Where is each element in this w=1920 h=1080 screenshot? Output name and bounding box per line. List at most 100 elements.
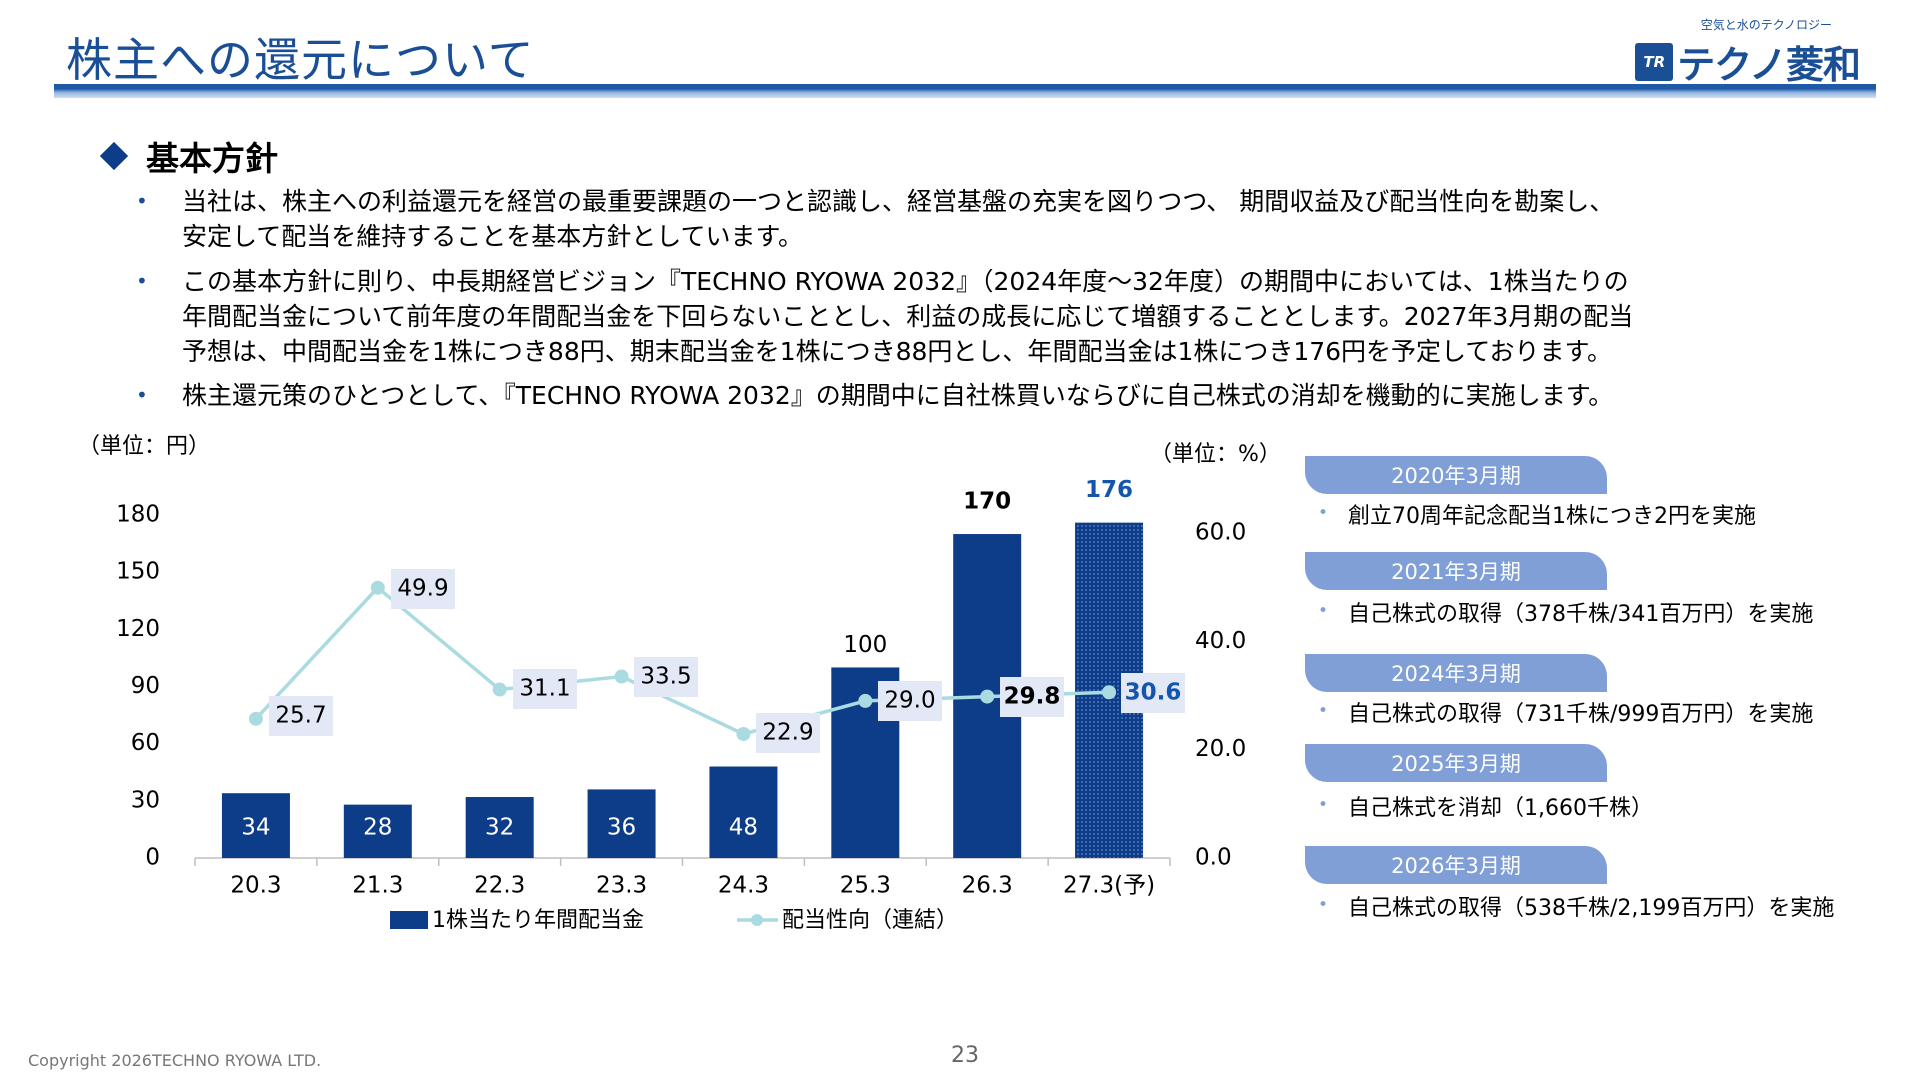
x-tick-label: 23.3 — [596, 873, 647, 899]
payout-ratio-point — [1102, 685, 1117, 700]
dividend-bar — [587, 789, 656, 858]
dividend-bar — [709, 766, 778, 858]
payout-label-box — [634, 657, 698, 697]
payout-value-label: 29.8 — [1004, 684, 1061, 710]
page-number: 23 — [951, 1043, 979, 1068]
event-item-text: 自己株式の取得（538千株/2,199百万円）を実施 — [1348, 896, 1835, 921]
bullet-dot-icon: • — [136, 189, 148, 213]
event-period-label: 2020年3月期 — [1305, 456, 1607, 494]
policy-bullet-text: 株主還元策のひとつとして、『TECHNO RYOWA 2032』の期間中に自社株… — [182, 381, 1614, 410]
bullet-dot-icon: • — [1318, 503, 1329, 523]
section-heading: 基本方針 — [99, 132, 278, 180]
policy-bullet-text: この基本方針に則り、中長期経営ビジョン『TECHNO RYOWA 2032』（2… — [182, 267, 1634, 366]
dividend-bar — [465, 797, 534, 858]
y-right-tick-label: 0.0 — [1195, 845, 1232, 871]
bar-value-label: 36 — [607, 815, 636, 841]
payout-label-box — [1000, 677, 1064, 717]
event-period-label: 2024年3月期 — [1305, 654, 1607, 692]
chart-axes: 20.3 21.3 22.3 23.3 24.3 25.3 26.3 27.3(予) 0 30 60… — [116, 502, 1246, 899]
unit-label-left: （単位：円） — [78, 434, 211, 459]
payout-ratio-point — [980, 689, 995, 704]
event-item-text: 自己株式の取得（378千株/341百万円）を実施 — [1348, 602, 1814, 627]
bar-value-label: 32 — [485, 815, 514, 841]
bar-value-label: 170 — [963, 489, 1011, 515]
payout-label-box — [878, 681, 942, 721]
legend-line-marker — [751, 914, 763, 926]
event-item: • 自己株式の取得（378千株/341百万円）を実施 — [1318, 596, 1813, 628]
company-logo: TR テクノ菱和 — [1635, 34, 1861, 89]
chart-legend: 1株当たり年間配当金 配当性向（連結） — [390, 908, 958, 933]
x-tick-label: 21.3 — [352, 873, 403, 899]
y-left-tick-label: 150 — [116, 559, 160, 585]
y-left-tick-label: 0 — [145, 845, 160, 871]
payout-label-box — [391, 569, 455, 609]
event-item-text: 創立70周年記念配当1株につき2円を実施 — [1348, 504, 1756, 529]
bar-value-label: 34 — [241, 815, 270, 841]
y-left-tick-label: 180 — [116, 502, 160, 528]
dividend-bar — [343, 804, 412, 858]
payout-ratio-point — [858, 693, 873, 708]
y-left-tick-label: 120 — [116, 616, 160, 642]
payout-label-box — [756, 713, 820, 753]
section-title: 基本方針 — [146, 139, 278, 178]
event-item: • 自己株式の取得（538千株/2,199百万円）を実施 — [1318, 890, 1834, 922]
event-item-text: 自己株式の取得（731千株/999百万円）を実施 — [1348, 702, 1814, 727]
bullet-dot-icon: • — [1318, 601, 1329, 621]
dividend-chart: 20.3 21.3 22.3 23.3 24.3 25.3 26.3 27.3(予) 0 30 60… — [116, 477, 1246, 933]
payout-value-label: 31.1 — [519, 676, 570, 702]
logo-text: テクノ菱和 — [1677, 43, 1861, 87]
payout-value-label: 22.9 — [762, 720, 813, 746]
y-left-tick-label: 60 — [131, 730, 160, 756]
y-right-tick-label: 60.0 — [1195, 520, 1246, 546]
payout-label-box — [1121, 673, 1185, 713]
event-item: • 自己株式を消却（1,660千株） — [1318, 790, 1653, 822]
page-title: 株主への還元について — [66, 33, 535, 87]
payout-value-label: 29.0 — [884, 688, 935, 714]
event-item-text: 自己株式を消却（1,660千株） — [1348, 796, 1653, 821]
payout-label-box — [269, 696, 333, 736]
payout-ratio-point — [248, 711, 263, 726]
x-tick-label: 27.3(予) — [1063, 873, 1155, 899]
event-item: • 創立70周年記念配当1株につき2円を実施 — [1318, 498, 1756, 530]
payout-value-label: 49.9 — [397, 576, 448, 602]
y-left-tick-label: 30 — [131, 787, 160, 813]
bullet-dot-icon: • — [1318, 895, 1329, 915]
event-period-label: 2025年3月期 — [1305, 744, 1607, 782]
event-period-label: 2021年3月期 — [1305, 552, 1607, 590]
event-item: • 自己株式の取得（731千株/999百万円）を実施 — [1318, 696, 1813, 728]
policy-bullet-text: 当社は、株主への利益還元を経営の最重要課題の一つと認識し、経営基盤の充実を図りつ… — [182, 187, 1615, 251]
bar-value-label: 176 — [1085, 477, 1133, 503]
x-tick-label: 26.3 — [962, 873, 1013, 899]
legend-bar-swatch — [390, 911, 428, 929]
payout-ratio-point — [492, 682, 507, 697]
event-period-label: 2026年3月期 — [1305, 846, 1607, 884]
legend-bar-label: 1株当たり年間配当金 — [432, 908, 644, 933]
x-tick-label: 24.3 — [718, 873, 769, 899]
policy-bullet: • この基本方針に則り、中長期経営ビジョン『TECHNO RYOWA 2032』… — [136, 264, 1862, 369]
bullet-dot-icon: • — [1318, 795, 1329, 815]
policy-bullet: • 株主還元策のひとつとして、『TECHNO RYOWA 2032』の期間中に自… — [136, 378, 1862, 413]
payout-value-label: 33.5 — [640, 664, 691, 690]
chart-labels: 34 28 32 36 48 100 170 176 25.7 49.9 31.1 33.5 22.9 2… — [241, 477, 1185, 841]
payout-ratio-point — [614, 669, 629, 684]
title-divider — [54, 84, 1876, 98]
copyright: Copyright 2026TECHNO RYOWA LTD. — [28, 1051, 322, 1070]
payout-value-label: 30.6 — [1125, 680, 1182, 706]
bar-value-label: 28 — [363, 815, 392, 841]
bar-value-label: 100 — [843, 632, 887, 658]
x-tick-label: 22.3 — [474, 873, 525, 899]
logo-mark-icon: TR — [1635, 42, 1674, 81]
y-left-tick-label: 90 — [131, 673, 160, 699]
bullet-dot-icon: • — [1318, 701, 1329, 721]
unit-label-right: （単位：%） — [1150, 442, 1281, 467]
bullet-dot-icon: • — [136, 269, 148, 293]
dividend-bar — [221, 793, 290, 858]
payout-ratio-point — [370, 580, 385, 595]
policy-bullet: • 当社は、株主への利益還元を経営の最重要課題の一つと認識し、経営基盤の充実を図… — [136, 184, 1862, 254]
payout-ratio-point — [736, 726, 751, 741]
logo-tagline: 空気と水のテクノロジー — [1700, 18, 1832, 32]
x-tick-label: 25.3 — [840, 873, 891, 899]
legend-line-label: 配当性向（連結） — [782, 908, 958, 933]
payout-label-box — [513, 669, 577, 709]
payout-value-label: 25.7 — [275, 703, 326, 729]
